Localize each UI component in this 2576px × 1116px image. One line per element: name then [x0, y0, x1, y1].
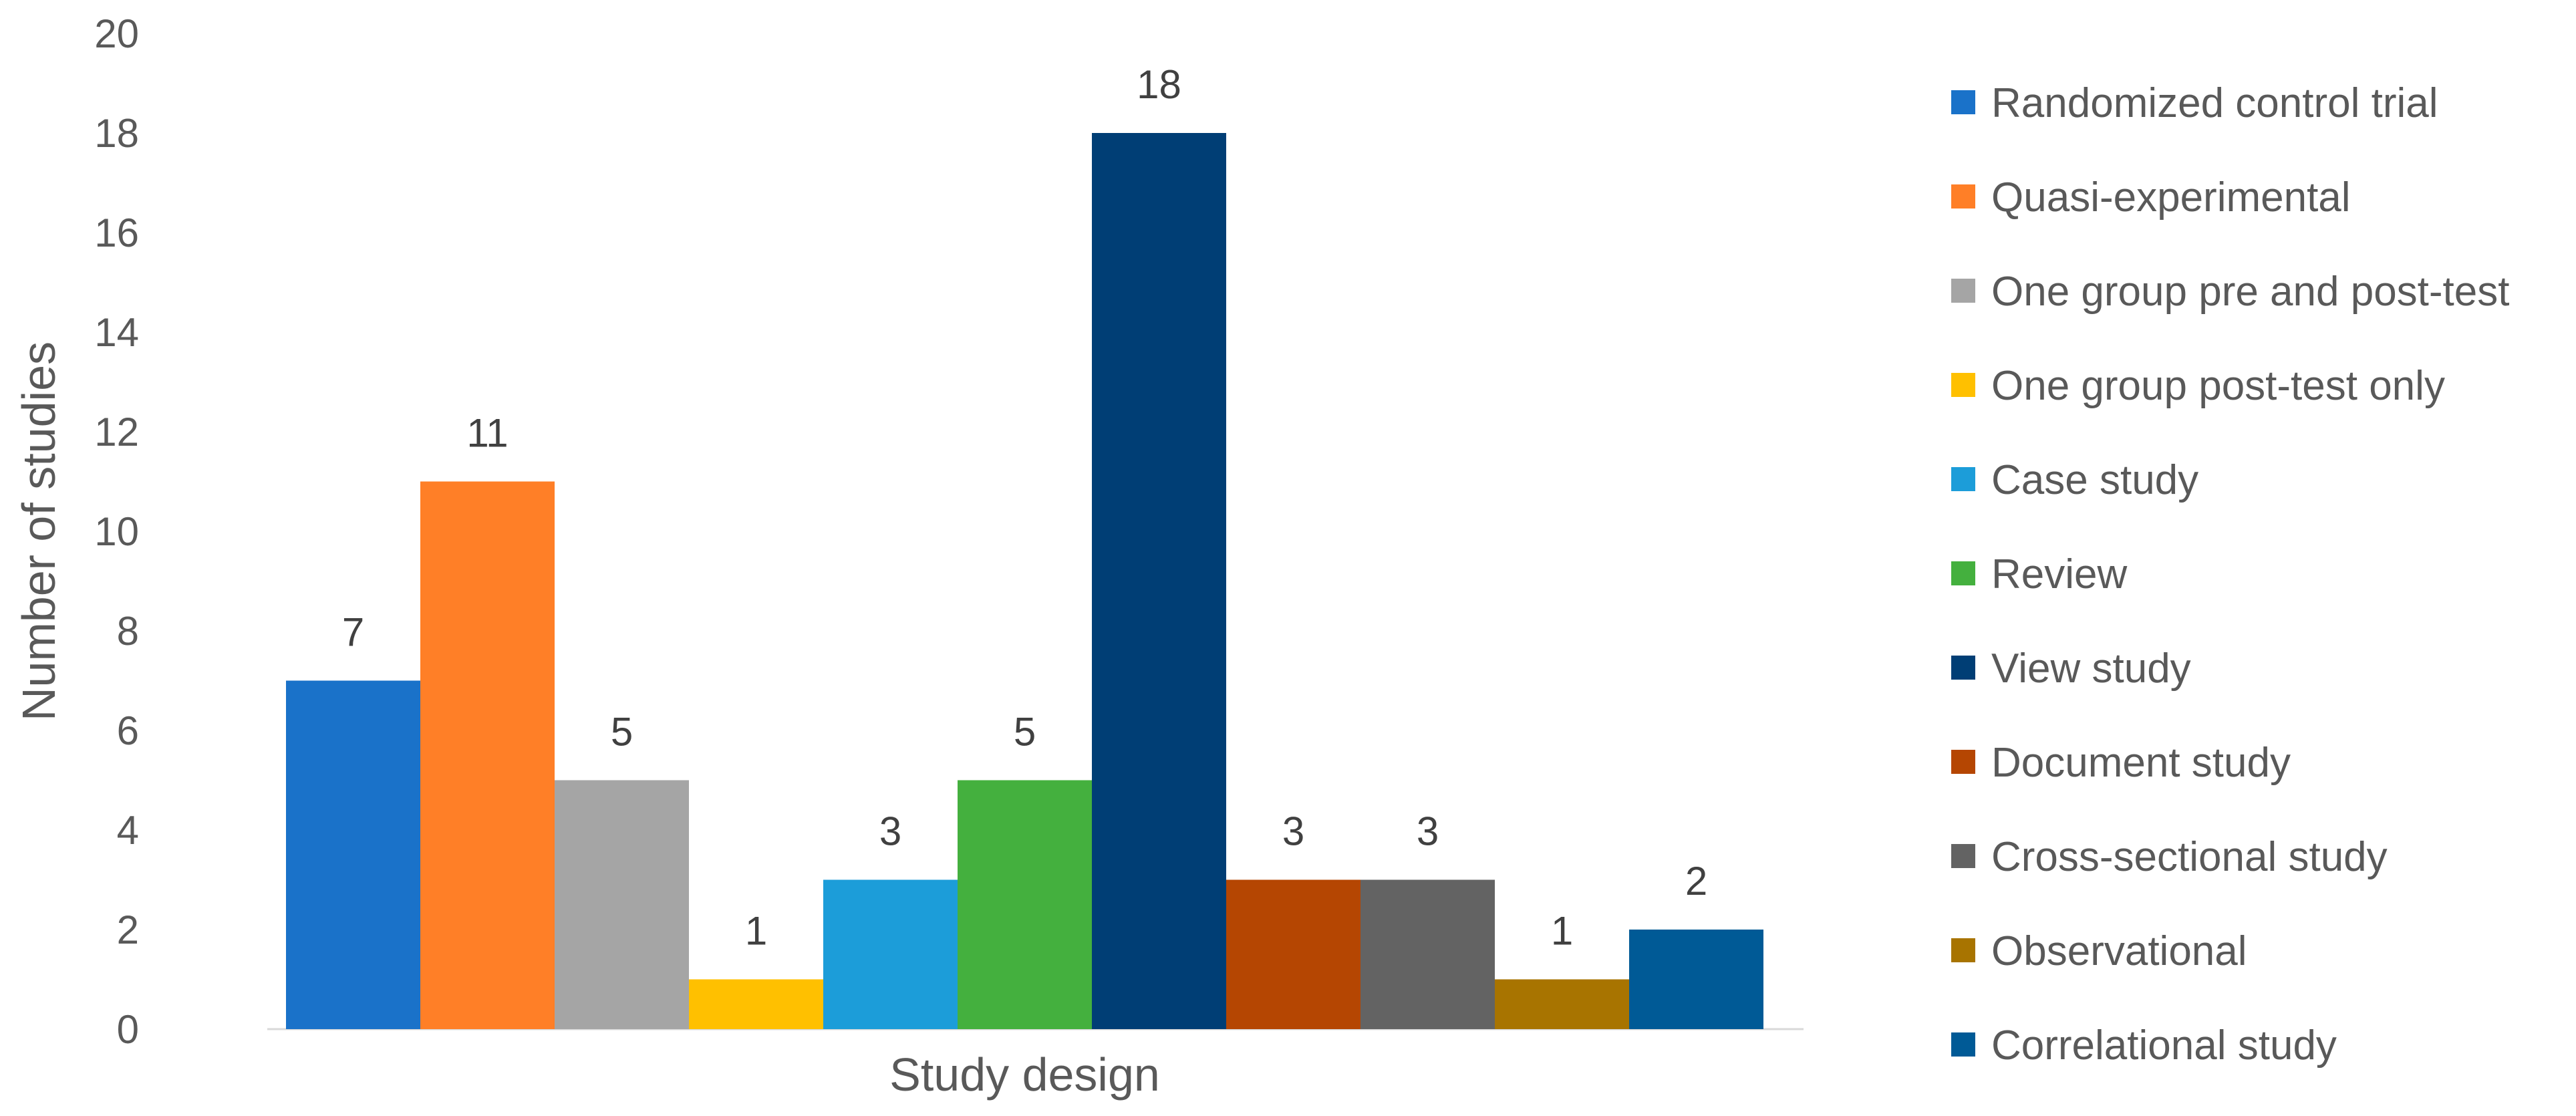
legend-swatch [1951, 1032, 1975, 1057]
y-tick-label: 20 [94, 11, 139, 56]
data-label-review: 5 [1014, 710, 1036, 754]
bars [286, 133, 1763, 1029]
legend-label: Case study [1991, 457, 2198, 503]
y-tick-label: 16 [94, 211, 139, 255]
y-tick-label: 2 [117, 908, 139, 952]
legend-item-randomized-control-trial: Randomized control trial [1951, 80, 2438, 126]
legend-label: Correlational study [1991, 1022, 2337, 1069]
legend-swatch [1951, 373, 1975, 397]
y-tick-label: 6 [117, 708, 139, 753]
legend-item-observational: Observational [1951, 928, 2247, 974]
legend-swatch [1951, 750, 1975, 774]
bar-correlational-study [1629, 930, 1763, 1029]
legend-label: View study [1991, 646, 2191, 692]
legend-label: Document study [1991, 740, 2291, 786]
y-tick-label: 4 [117, 808, 139, 853]
bar-one-group-post-test-only [689, 979, 823, 1029]
data-label-view-study: 18 [1137, 62, 1181, 107]
y-axis-title: Number of studies [13, 341, 65, 721]
legend-item-review: Review [1951, 551, 2128, 597]
legend-item-one-group-post-test-only: One group post-test only [1951, 363, 2445, 409]
data-label-document-study: 3 [1282, 809, 1304, 854]
legend-swatch [1951, 279, 1975, 303]
y-tick-label: 8 [117, 609, 139, 654]
bar-cross-sectional-study [1361, 879, 1495, 1029]
y-tick-label: 0 [117, 1007, 139, 1052]
legend-swatch [1951, 656, 1975, 680]
legend-item-one-group-pre-and-post-test: One group pre and post-test [1951, 269, 2509, 315]
bar-quasi-experimental [420, 481, 555, 1029]
y-axis-ticks: 0 2 4 6 8 10 12 14 16 18 20 [94, 11, 139, 1052]
bar-case-study [823, 879, 958, 1029]
legend-label: Observational [1991, 928, 2247, 974]
bar-one-group-pre-and-post-test [555, 780, 689, 1029]
legend-label: Quasi-experimental [1991, 174, 2351, 221]
legend-swatch [1951, 844, 1975, 868]
data-label-case-study: 3 [879, 809, 901, 854]
legend-item-correlational-study: Correlational study [1951, 1022, 2337, 1069]
legend-item-cross-sectional-study: Cross-sectional study [1951, 834, 2388, 880]
x-axis-title: Study design [889, 1049, 1160, 1101]
data-label-observational: 1 [1551, 909, 1573, 954]
data-label-correlational-study: 2 [1685, 859, 1707, 903]
data-label-one-group-post-test-only: 1 [745, 909, 767, 954]
legend-label: Review [1991, 551, 2128, 597]
legend-swatch [1951, 90, 1975, 114]
data-label-randomized-control-trial: 7 [342, 610, 364, 655]
legend-swatch [1951, 561, 1975, 585]
bar-view-study [1092, 133, 1226, 1029]
bar-review [958, 780, 1092, 1029]
legend-item-quasi-experimental: Quasi-experimental [1951, 174, 2351, 221]
legend-label: One group pre and post-test [1991, 269, 2509, 315]
legend-swatch [1951, 467, 1975, 491]
legend-item-document-study: Document study [1951, 740, 2291, 786]
data-label-cross-sectional-study: 3 [1417, 809, 1439, 854]
bar-document-study [1226, 879, 1361, 1029]
legend: Randomized control trial Quasi-experiment… [1951, 80, 2509, 1069]
legend-label: Cross-sectional study [1991, 834, 2388, 880]
y-tick-label: 12 [94, 410, 139, 454]
bar-randomized-control-trial [286, 680, 420, 1029]
legend-label: One group post-test only [1991, 363, 2445, 409]
legend-swatch [1951, 938, 1975, 962]
y-tick-label: 14 [94, 310, 139, 355]
y-tick-label: 10 [94, 509, 139, 554]
legend-item-view-study: View study [1951, 646, 2191, 692]
data-labels: 7 11 5 1 3 5 18 3 3 1 2 [342, 62, 1707, 954]
y-tick-label: 18 [94, 111, 139, 156]
data-label-quasi-experimental: 11 [466, 411, 508, 456]
bar-observational [1495, 979, 1629, 1029]
legend-swatch [1951, 184, 1975, 208]
data-label-one-group-pre-and-post-test: 5 [611, 710, 633, 754]
legend-label: Randomized control trial [1991, 80, 2438, 126]
legend-item-case-study: Case study [1951, 457, 2198, 503]
